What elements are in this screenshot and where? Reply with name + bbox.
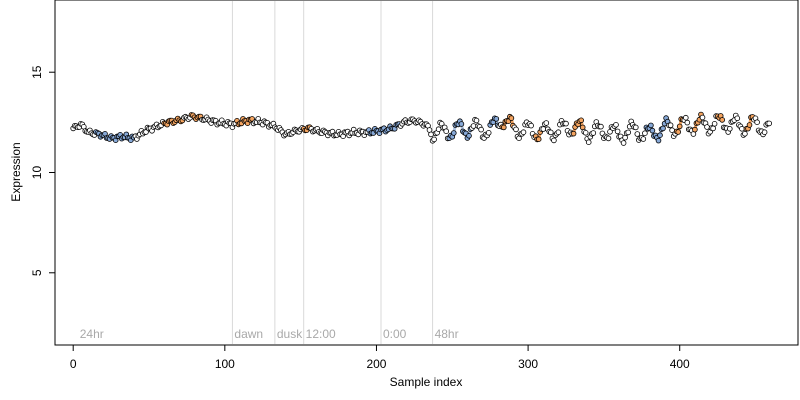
data-point — [513, 126, 519, 133]
data-point — [682, 114, 689, 121]
region-labels: 24hr dawn dusk 12:00 0:00 48hr — [80, 327, 459, 341]
data-point — [466, 133, 472, 139]
data-point — [543, 120, 550, 126]
data-point — [726, 126, 733, 132]
x-axis: 0 100 200 300 400 — [70, 344, 690, 371]
region-label: 0:00 — [383, 327, 407, 341]
data-point — [649, 127, 656, 134]
data-point — [431, 136, 437, 143]
x-tick-label: 0 — [70, 357, 77, 371]
data-point — [551, 137, 557, 144]
region-label: 48hr — [435, 327, 459, 341]
data-point — [508, 115, 515, 121]
x-tick-label: 200 — [366, 357, 386, 371]
data-point — [555, 129, 562, 136]
data-point — [676, 123, 683, 130]
data-point — [607, 129, 613, 135]
y-axis: 5 10 15 — [30, 65, 56, 276]
data-point — [563, 120, 569, 127]
data-point — [657, 132, 663, 139]
y-tick-label: 10 — [30, 166, 44, 180]
data-point — [428, 131, 434, 138]
data-point — [590, 130, 597, 136]
data-point — [443, 128, 450, 135]
region-label: dawn — [234, 327, 263, 341]
x-tick-label: 400 — [670, 357, 690, 371]
data-point — [614, 128, 621, 135]
data-point — [547, 129, 554, 136]
data-point — [634, 131, 641, 137]
x-tick-label: 100 — [215, 357, 235, 371]
data-point — [711, 121, 718, 127]
data-point — [704, 124, 710, 130]
region-label: 12:00 — [306, 327, 336, 341]
data-point — [458, 121, 465, 127]
data-point — [642, 130, 648, 137]
y-tick-label: 15 — [30, 65, 44, 79]
data-point — [450, 130, 457, 136]
data-point — [520, 129, 527, 136]
data-point — [746, 122, 753, 128]
data-point — [535, 136, 542, 143]
data-point — [734, 115, 741, 122]
data-point — [632, 124, 639, 131]
y-tick-label: 5 — [30, 269, 44, 276]
x-tick-label: 300 — [518, 357, 538, 371]
data-point — [528, 122, 534, 129]
region-lines — [231, 1, 434, 344]
data-point — [582, 130, 589, 136]
data-point — [470, 123, 477, 129]
data-point — [719, 117, 725, 123]
data-point — [622, 134, 628, 141]
region-label: dusk — [277, 327, 303, 341]
data-point — [754, 119, 760, 125]
data-point — [500, 124, 507, 131]
region-label: 24hr — [80, 327, 104, 341]
data-point — [578, 117, 584, 124]
data-point — [699, 114, 706, 121]
data-point — [710, 125, 716, 132]
data-point — [478, 126, 484, 133]
data-point — [485, 130, 492, 136]
plot-frame — [54, 0, 799, 346]
data-point — [761, 129, 768, 136]
data-point — [648, 122, 654, 129]
data-point — [684, 119, 691, 126]
data-point — [598, 123, 604, 130]
data-points — [70, 111, 772, 146]
data-point — [667, 122, 674, 128]
data-point — [493, 116, 500, 122]
data-point — [739, 126, 745, 132]
data-point — [766, 120, 772, 127]
x-axis-title: Sample index — [390, 375, 463, 389]
data-point — [625, 129, 631, 136]
data-point — [620, 140, 627, 146]
data-point — [585, 139, 592, 146]
data-point — [570, 130, 577, 137]
data-point — [540, 126, 547, 132]
data-point — [605, 135, 612, 142]
data-point — [613, 122, 619, 128]
data-point — [675, 129, 681, 135]
y-axis-title: Expression — [9, 142, 23, 201]
data-point — [435, 126, 442, 132]
data-point — [473, 117, 480, 124]
data-point — [660, 125, 666, 132]
data-point — [655, 137, 662, 144]
data-point — [640, 136, 647, 142]
data-point — [742, 131, 748, 137]
data-point — [692, 126, 698, 133]
